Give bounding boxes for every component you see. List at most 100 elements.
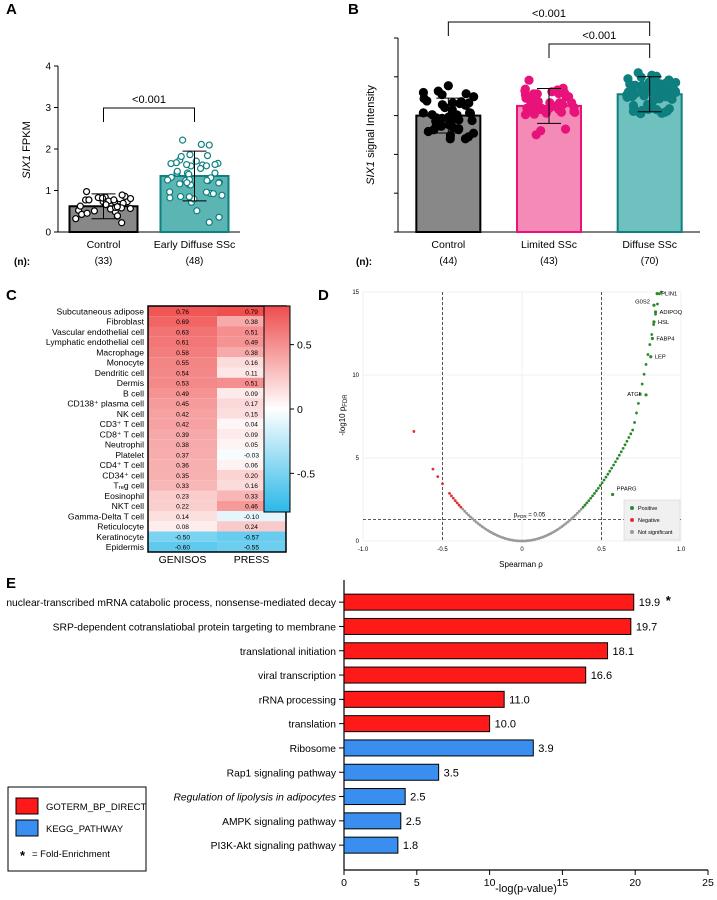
data-point (203, 151, 212, 160)
significance-bracket (548, 43, 651, 58)
heatmap-cell (217, 521, 286, 532)
heatmap-cell (217, 336, 286, 347)
heatmap-column-label: PRESS (234, 554, 270, 566)
heatmap-cell (148, 439, 217, 450)
heatmap-row-label: Fibroblast (106, 317, 144, 327)
n-count-label: (33) (95, 256, 113, 267)
enrichment-bar (343, 666, 587, 684)
heatmap-cell-value: -0.03 (244, 452, 259, 459)
data-point (211, 169, 219, 177)
x-tick-label: 1.0 (677, 547, 686, 553)
gene-point-negative (451, 496, 455, 500)
gene-point-ns (476, 522, 480, 525)
heatmap-cell-value: 0.38 (176, 442, 189, 449)
colorbar-tick-label: 0 (297, 404, 303, 416)
heatmap-cell-value: 0.76 (176, 309, 189, 316)
gene-point-negative (431, 467, 435, 471)
heatmap-cell (217, 306, 286, 317)
panel-e-legend: GOTERM_BP_DIRECT KEGG_PATHWAY * = Fold-E… (7, 786, 147, 872)
gene-point-ns (566, 520, 570, 524)
legend-marker (630, 506, 634, 510)
gene-point-positive (659, 290, 663, 294)
category-label: Ribosome (290, 744, 337, 755)
gene-point-negative (436, 475, 440, 479)
data-point (215, 213, 223, 221)
gene-point-ns (575, 511, 579, 515)
data-point (468, 128, 479, 138)
heatmap-cell-value: 0.39 (176, 432, 189, 439)
heatmap-cell-value: -0.60 (175, 545, 190, 552)
enrichment-bar (343, 739, 534, 757)
data-point (113, 212, 122, 220)
data-point (419, 93, 429, 104)
heatmap-cell-value: 0.23 (176, 493, 189, 500)
data-point (205, 218, 213, 226)
heatmap-cell-value: 0.45 (176, 401, 189, 408)
heatmap-cell-value: 0.58 (176, 350, 189, 357)
category-label: nuclear-transcribed mRNA catabolic proce… (6, 598, 337, 609)
gene-point-positive (654, 312, 657, 316)
heatmap-row-label: B cell (123, 388, 144, 398)
gene-point-positive (646, 353, 650, 356)
heatmap-cell (148, 418, 217, 429)
enrichment-value-label: 19.9 (639, 597, 660, 609)
gene-point-positive (610, 466, 614, 470)
data-point (566, 98, 577, 108)
legend-star: * (20, 848, 26, 863)
gene-point-positive (625, 439, 629, 443)
x-tick-label: 15 (557, 877, 569, 889)
gene-label: ADIPOQ (660, 310, 683, 316)
data-point (183, 160, 191, 169)
colorbar-tick-label: -0.5 (297, 468, 315, 480)
gene-label-point (655, 292, 659, 296)
heatmap-cell (217, 347, 286, 358)
heatmap-cell (217, 408, 286, 419)
n-count-label: (70) (641, 256, 659, 267)
data-point (443, 81, 453, 91)
panel-letter-e: E (6, 575, 16, 592)
gene-point-positive (581, 505, 585, 509)
data-point (196, 164, 205, 173)
gene-point-ns (472, 518, 476, 522)
gene-point-positive (629, 432, 633, 436)
heatmap-cell-value: -0.50 (175, 534, 190, 541)
data-point (627, 91, 637, 102)
heatmap-cell (148, 490, 217, 501)
gene-point-positive (583, 503, 587, 507)
data-point (193, 207, 201, 215)
heatmap-cell (148, 357, 217, 368)
category-label: PI3K-Akt signaling pathway (211, 841, 337, 852)
p-value-label: <0.001 (582, 30, 616, 42)
heatmap-cell-value: 0.51 (245, 329, 258, 336)
gene-label: FABP4 (656, 336, 675, 342)
enrichment-bar (343, 642, 609, 660)
heatmap-row-label: Neutrophil (105, 440, 144, 450)
gene-point-positive (598, 484, 602, 487)
gene-point-negative (450, 494, 453, 498)
heatmap-cell (148, 316, 217, 327)
enrichment-bar (343, 690, 505, 708)
legend-marker (630, 530, 634, 534)
category-label: viral transcription (258, 671, 336, 682)
heatmap-cell-value: 0.42 (176, 411, 189, 418)
heatmap-row-label: Dendritic cell (95, 368, 144, 378)
data-point (528, 97, 538, 107)
heatmap-cell-value: 0.16 (245, 483, 258, 490)
data-point (185, 193, 193, 201)
heatmap-cell-value: 0.15 (245, 411, 258, 418)
p-value-label: <0.001 (532, 8, 566, 20)
heatmap-cell-value: 0.54 (176, 370, 189, 377)
data-point (118, 219, 126, 227)
colorbar-tick-label: 0.5 (297, 340, 312, 352)
x-tick-label: 20 (629, 877, 641, 889)
heatmap-cell (217, 357, 286, 368)
heatmap-row-label: Eosinophil (104, 491, 144, 501)
gene-point-positive (633, 421, 636, 424)
bar (616, 93, 683, 234)
enrichment-value-label: 19.7 (636, 621, 657, 633)
y-tick-label: 1 (45, 186, 51, 197)
gene-label-point (644, 393, 648, 397)
enrichment-bar (343, 836, 399, 854)
enrichment-bar (343, 617, 632, 635)
